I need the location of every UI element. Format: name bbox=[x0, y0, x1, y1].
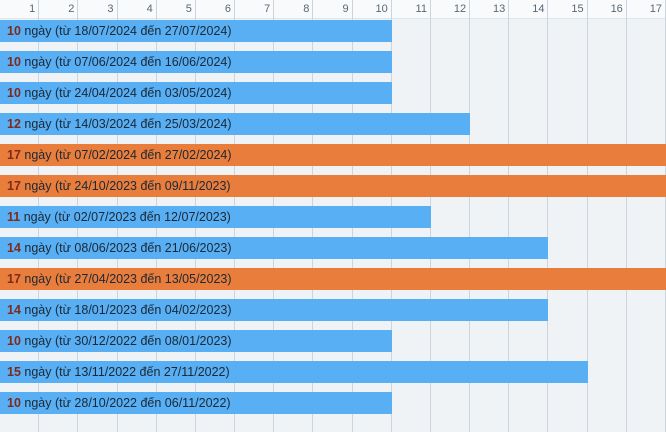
bar-days-count: 10 bbox=[7, 86, 21, 100]
bar-days-count: 17 bbox=[7, 148, 21, 162]
bar-date-range: ngày (từ 28/10/2022 đến 06/11/2022) bbox=[20, 396, 231, 410]
x-axis bbox=[0, 0, 666, 19]
x-axis-tick-label: 16 bbox=[610, 3, 623, 15]
bar-date-range: ngày (từ 13/11/2022 đến 27/11/2022) bbox=[20, 365, 230, 379]
bar-days-count: 14 bbox=[7, 241, 21, 255]
bar-date-range: ngày (từ 24/10/2023 đến 09/11/2023) bbox=[20, 179, 231, 193]
bar-date-range: ngày (từ 02/07/2023 đến 12/07/2023) bbox=[20, 210, 231, 224]
duration-bar[interactable]: 10 ngày (từ 24/04/2024 đến 03/05/2024) bbox=[0, 82, 392, 104]
bar-days-count: 14 bbox=[7, 303, 21, 317]
duration-bar[interactable]: 17 ngày (từ 27/04/2023 đến 13/05/2023) bbox=[0, 268, 666, 290]
x-axis-tick-label: 3 bbox=[107, 3, 114, 15]
x-axis-tick-label: 13 bbox=[493, 3, 506, 15]
bar-days-count: 12 bbox=[7, 117, 21, 131]
x-axis-tick-label: 10 bbox=[375, 3, 388, 15]
x-axis-tick-label: 9 bbox=[342, 3, 349, 15]
duration-bar[interactable]: 10 ngày (từ 28/10/2022 đến 06/11/2022) bbox=[0, 392, 392, 414]
x-axis-tick-label: 5 bbox=[185, 3, 192, 15]
duration-bar[interactable]: 12 ngày (từ 14/03/2024 đến 25/03/2024) bbox=[0, 113, 471, 135]
x-axis-tick-label: 4 bbox=[146, 3, 153, 15]
bar-date-range: ngày (từ 07/02/2024 đến 27/02/2024) bbox=[20, 148, 232, 162]
x-axis-tick-label: 6 bbox=[224, 3, 232, 15]
duration-bar[interactable]: 14 ngày (từ 08/06/2023 đến 21/06/2023) bbox=[0, 237, 549, 259]
x-axis-tick-label: 8 bbox=[303, 3, 310, 15]
duration-bar[interactable]: 10 ngày (từ 30/12/2022 đến 08/01/2023) bbox=[0, 330, 392, 352]
duration-bar[interactable]: 14 ngày (từ 18/01/2023 đến 04/02/2023) bbox=[0, 299, 549, 321]
bar-date-range: ngày (từ 18/07/2024 đến 27/07/2024) bbox=[20, 24, 232, 38]
bar-date-range: ngày (từ 24/04/2024 đến 03/05/2024) bbox=[20, 86, 232, 100]
x-axis-tick-label: 11 bbox=[415, 3, 427, 15]
x-axis-tick-label: 2 bbox=[68, 3, 75, 15]
bar-days-count: 17 bbox=[7, 272, 21, 286]
duration-bar[interactable]: 17 ngày (từ 24/10/2023 đến 09/11/2023) bbox=[0, 175, 666, 197]
bar-date-range: ngày (từ 08/06/2023 đến 21/06/2023) bbox=[20, 241, 232, 255]
bar-date-range: ngày (từ 18/01/2023 đến 04/02/2023) bbox=[20, 303, 232, 317]
duration-bar[interactable]: 10 ngày (từ 18/07/2024 đến 27/07/2024) bbox=[0, 20, 392, 42]
bar-days-count: 10 bbox=[7, 334, 21, 348]
bar-days-count: 15 bbox=[7, 365, 21, 379]
bar-date-range: ngày (từ 07/06/2024 đến 16/06/2024) bbox=[20, 55, 232, 69]
bar-days-count: 17 bbox=[7, 179, 21, 193]
x-axis-tick-label: 1 bbox=[29, 3, 36, 15]
x-axis-tick-label: 17 bbox=[649, 3, 662, 15]
bar-date-range: ngày (từ 14/03/2024 đến 25/03/2024) bbox=[20, 117, 232, 131]
gridline bbox=[547, 0, 549, 432]
duration-bar[interactable]: 15 ngày (từ 13/11/2022 đến 27/11/2022) bbox=[0, 361, 588, 383]
bar-days-count: 10 bbox=[7, 24, 21, 38]
x-axis-tick-label: 7 bbox=[264, 3, 271, 15]
bar-days-count: 10 bbox=[7, 55, 21, 69]
x-axis-tick-label: 14 bbox=[532, 3, 545, 15]
x-axis-tick-label: 15 bbox=[571, 3, 584, 15]
duration-bar[interactable]: 11 ngày (từ 02/07/2023 đến 12/07/2023) bbox=[0, 206, 431, 228]
x-axis-tick-label: 12 bbox=[453, 3, 467, 15]
bar-days-count: 10 bbox=[7, 396, 21, 410]
duration-bar[interactable]: 10 ngày (từ 07/06/2024 đến 16/06/2024) bbox=[0, 51, 392, 73]
bar-days-count: 11 bbox=[7, 210, 21, 224]
gridline bbox=[508, 0, 510, 432]
bar-date-range: ngày (từ 27/04/2023 đến 13/05/2023) bbox=[20, 272, 232, 286]
duration-bar[interactable]: 17 ngày (từ 07/02/2024 đến 27/02/2024) bbox=[0, 144, 666, 166]
gridline bbox=[586, 0, 588, 432]
gridline bbox=[469, 0, 471, 432]
gridline bbox=[625, 0, 627, 432]
bar-date-range: ngày (từ 30/12/2022 đến 08/01/2023) bbox=[20, 334, 232, 348]
